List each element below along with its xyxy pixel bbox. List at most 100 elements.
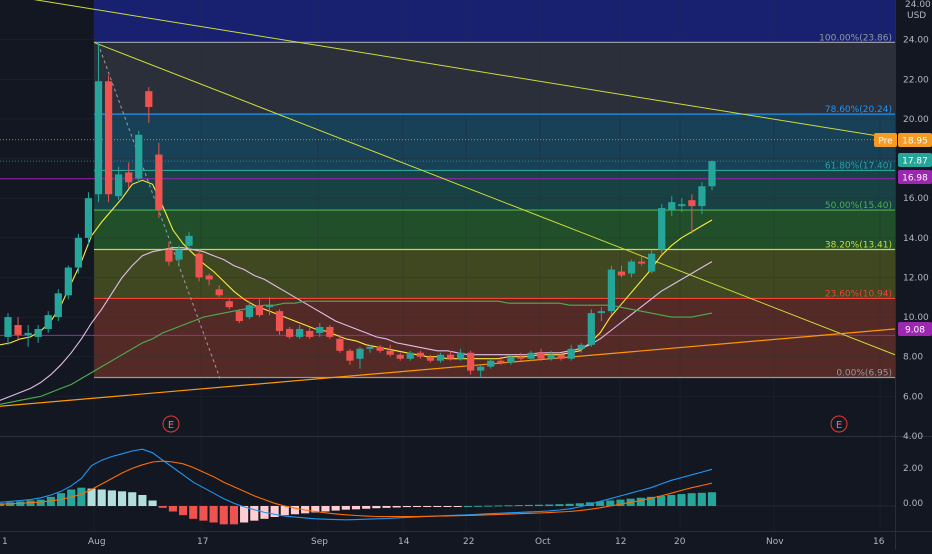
candle-body	[567, 348, 575, 359]
time-label: Aug	[88, 537, 106, 547]
macd-axis[interactable]: 2.00 0.00	[903, 464, 923, 509]
pre-price-badge-bg	[898, 133, 932, 147]
level-badge-lower: 9.08	[898, 322, 932, 336]
fib-level-label: 100.00%(23.86)	[819, 33, 892, 43]
macd-histogram-bar	[290, 506, 300, 515]
candle-body	[678, 204, 686, 207]
fib-zone	[94, 210, 895, 250]
time-label: 22	[463, 537, 474, 547]
macd-histogram-bar	[240, 506, 249, 523]
price-tick-label: 4.00	[903, 432, 923, 442]
price-tick-label: 22.00	[903, 75, 929, 85]
candle-body	[235, 311, 243, 322]
candle-body	[607, 269, 616, 312]
moving-average-line	[0, 300, 713, 405]
macd-histogram-bar	[189, 506, 198, 519]
time-label: 12	[615, 537, 626, 547]
time-label: 17	[197, 537, 208, 547]
macd-histogram-bar	[199, 506, 208, 521]
earnings-circle	[162, 415, 180, 433]
fib-level-label: 78.60%(20.24)	[825, 105, 892, 115]
macd-histogram-bar	[657, 495, 666, 506]
candle-body	[577, 344, 585, 349]
time-label: Oct	[535, 537, 551, 547]
candle-body	[637, 261, 646, 264]
trend-lines[interactable]	[0, 0, 896, 407]
macd-histogram-bar	[555, 504, 564, 506]
candle-body	[4, 317, 12, 337]
price-tick-label: 20.00	[903, 115, 929, 125]
macd-histogram-bar	[219, 506, 228, 525]
macd-pane	[0, 448, 895, 525]
earnings-marker-aug[interactable]: E	[162, 415, 180, 433]
time-label: 1	[2, 537, 8, 547]
macd-histogram-bar	[36, 499, 45, 506]
macd-histogram-bar	[128, 492, 137, 506]
macd-histogram-bar	[524, 504, 533, 506]
trend-line-fib-diagonal	[93, 41, 896, 356]
time-label: 14	[398, 537, 410, 547]
time-axis[interactable]: 1 Aug 17 Sep 14 22 Oct 12 20 Nov 16	[0, 531, 932, 548]
macd-histogram-bar	[117, 491, 127, 506]
fib-zone	[94, 42, 895, 115]
candle-body	[135, 134, 143, 179]
price-tick-label: 10.00	[903, 313, 929, 323]
pre-badge-text: Pre	[878, 137, 893, 147]
candle-body	[306, 330, 314, 337]
fib-level-label: 61.80%(17.40)	[825, 161, 892, 171]
macd-histogram-bar	[148, 500, 157, 506]
candle-body	[34, 328, 42, 337]
macd-histogram-bar	[351, 506, 361, 510]
macd-histogram-bar	[392, 506, 401, 508]
candle-body	[265, 305, 274, 308]
macd-histogram-bar	[616, 499, 625, 506]
fibonacci-zones	[94, 0, 895, 378]
candlesticks	[4, 42, 716, 378]
candle-body	[698, 186, 706, 207]
macd-histogram-bar	[504, 505, 513, 507]
fib-level-label: 23.60%(10.94)	[825, 289, 892, 299]
candle-body	[275, 311, 284, 331]
candle-body	[205, 275, 213, 280]
fib-level-label: 50.00%(15.40)	[825, 201, 892, 211]
macd-histogram-bar	[707, 492, 717, 506]
macd-histogram-bar	[372, 506, 381, 509]
macd-histogram-bar	[321, 506, 330, 512]
currency-label: USD	[907, 11, 926, 21]
price-tick-label: 14.00	[903, 234, 929, 244]
candle-body	[175, 249, 183, 260]
macd-histogram-bar	[77, 487, 86, 506]
candle-body	[316, 327, 324, 333]
macd-histogram-bar	[331, 506, 340, 511]
price-axis[interactable]: 24.00 USD 24.0022.0020.0018.0016.0014.00…	[895, 0, 932, 550]
candle-body	[416, 352, 424, 357]
candle-body	[477, 366, 485, 371]
fib-level-label: 38.20%(13.41)	[825, 241, 892, 251]
candle-body	[296, 328, 304, 337]
fib-zone-top	[94, 0, 895, 43]
candle-body	[507, 356, 515, 363]
fibonacci-levels[interactable]: 100.00%(23.86) 78.60%(20.24) 61.80%(17.40)…	[0, 33, 895, 379]
candle-body	[346, 350, 354, 361]
time-label: Nov	[766, 537, 784, 547]
candle-body	[94, 81, 103, 195]
macd-histogram-bar	[443, 506, 452, 507]
price-tick-label: 24.00	[903, 36, 929, 46]
macd-histogram-bar	[596, 501, 605, 506]
earnings-marker-nov[interactable]: E	[830, 415, 848, 433]
macd-histogram-bar	[87, 488, 96, 506]
macd-histogram-bar	[687, 493, 696, 506]
macd-line	[0, 448, 713, 521]
fib-zone	[94, 298, 895, 378]
price-tick-label: 16.00	[903, 194, 929, 204]
candle-body	[446, 354, 455, 359]
candle-body	[376, 346, 384, 351]
pre-price-badge-text: 18.95	[902, 137, 928, 147]
pre-badge-bg	[874, 133, 897, 147]
macd-histogram-bar	[575, 503, 584, 506]
pre-market-badge: Pre 18.95	[874, 133, 932, 147]
macd-histogram-bar	[606, 500, 615, 506]
time-label: 20	[674, 537, 686, 547]
